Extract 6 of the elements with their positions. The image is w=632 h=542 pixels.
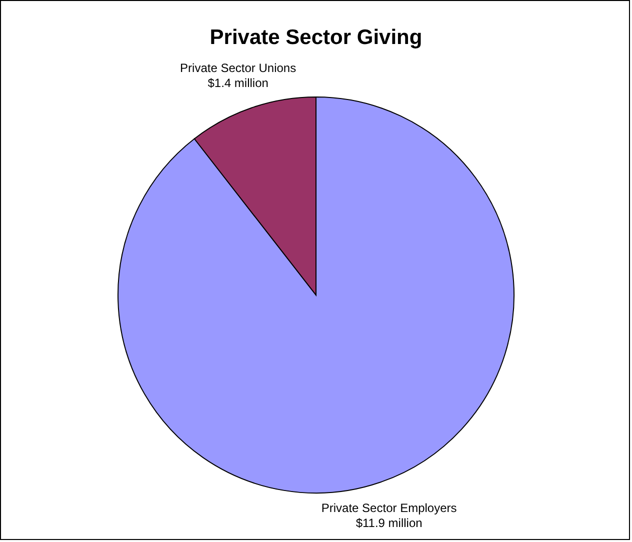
pie-slice [118,96,514,494]
data-label: $1.4 million [208,76,268,90]
slice-label: Private Sector Employers [321,500,457,515]
data-label: $11.9 million [356,516,422,530]
slice-label: Private Sector Unions [180,61,296,76]
chart-title: Private Sector Giving [210,26,422,49]
